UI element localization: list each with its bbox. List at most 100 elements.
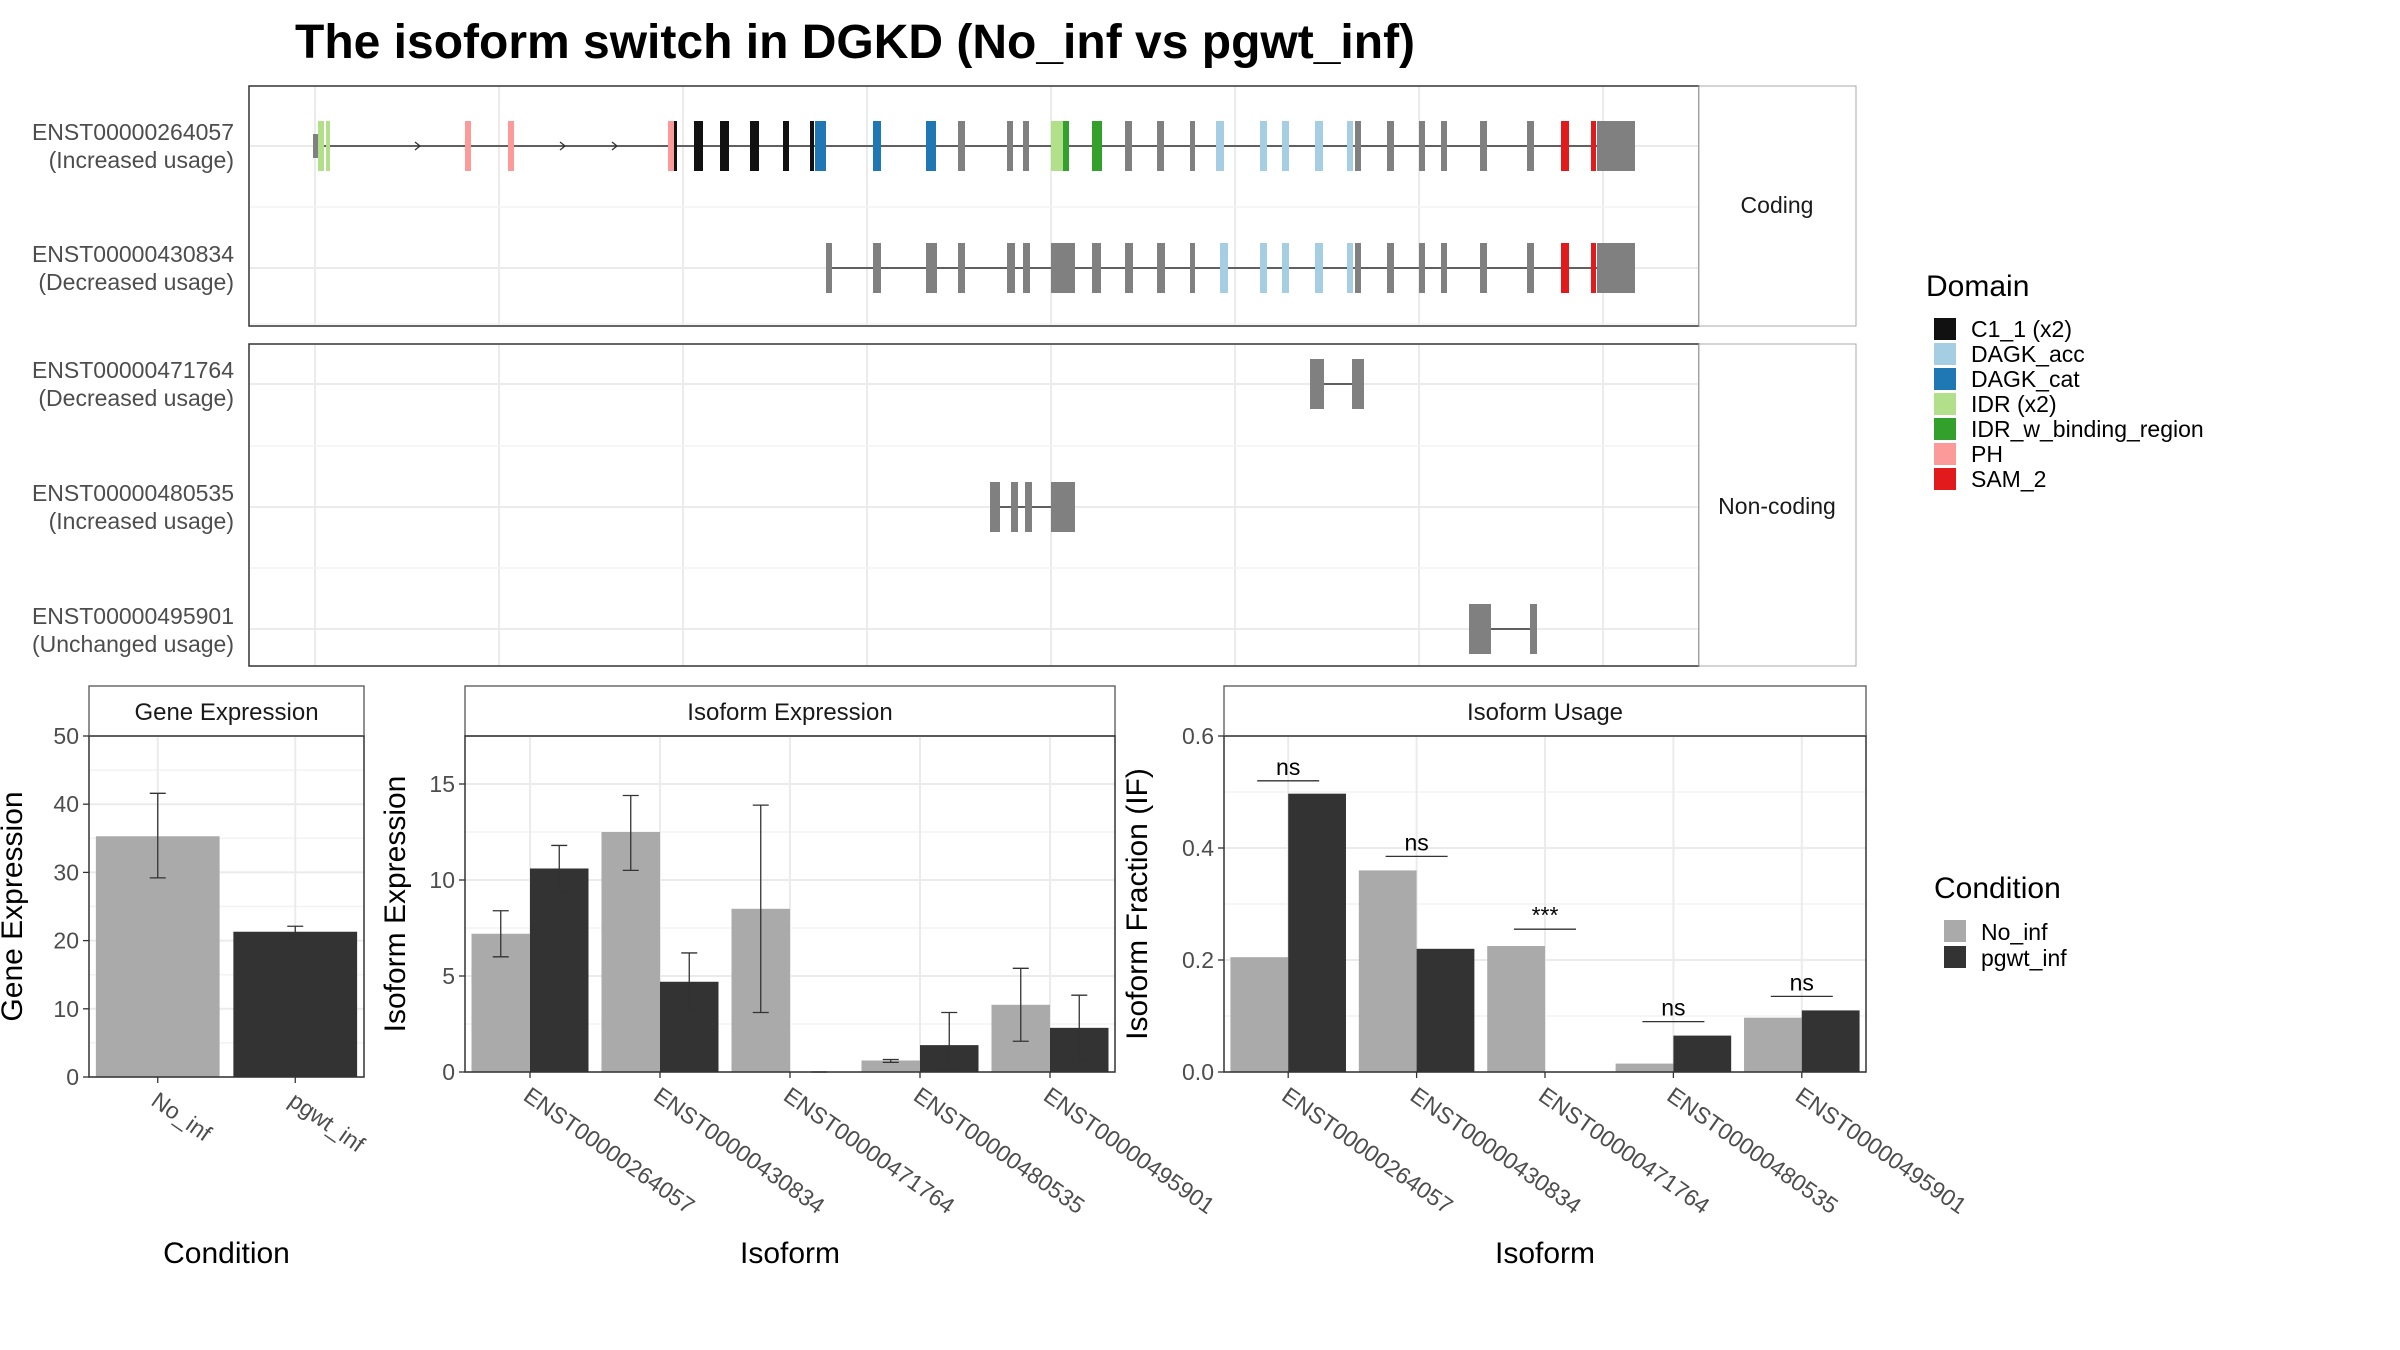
exon-block	[1441, 121, 1447, 171]
exon-block	[1591, 243, 1596, 293]
transcript-id-label: ENST00000471764	[32, 357, 234, 383]
legend-key	[1934, 468, 1956, 490]
exon-block	[783, 121, 789, 171]
bar	[1744, 1017, 1802, 1072]
legend-label: DAGK_cat	[1971, 366, 2080, 392]
exon-block	[1387, 121, 1394, 171]
legend-key	[1934, 443, 1956, 465]
bar	[1358, 870, 1417, 1072]
exon-block	[1007, 121, 1013, 171]
isoform-structure-panel: Coding Non-coding ENST00000264057 (Incre…	[32, 85, 1857, 667]
exon-block	[508, 121, 514, 171]
exon-block	[668, 121, 675, 171]
noncoding-facet-strip	[1698, 343, 1857, 667]
exon-block	[873, 243, 881, 293]
exon-block	[1527, 121, 1534, 171]
exon-block	[674, 121, 677, 171]
exon-block	[1480, 121, 1487, 171]
exon-block	[1282, 243, 1289, 293]
exon-block	[1419, 243, 1425, 293]
exon-block	[1347, 243, 1353, 293]
exon-block	[815, 121, 826, 171]
x-tick-label: pgwt_inf	[284, 1087, 370, 1158]
transcript	[990, 482, 1075, 532]
chart-title: Gene Expression	[134, 699, 318, 726]
legend-key	[1934, 318, 1956, 340]
plot-border	[88, 735, 365, 1078]
exon-block	[1600, 121, 1635, 171]
y-tick-label: 50	[53, 723, 79, 749]
exon-block	[1352, 359, 1364, 409]
isoform-usage-chart: Isoform Usagensns***nsns0.00.20.40.6ENST…	[1121, 685, 1971, 1270]
legend-label: SAM_2	[1971, 466, 2046, 492]
transcript-id-label: ENST00000480535	[32, 480, 234, 506]
transcript	[1469, 604, 1537, 654]
transcript-usage-label: (Decreased usage)	[38, 385, 234, 411]
legend-label: No_inf	[1981, 919, 2048, 945]
exon-block	[1125, 121, 1132, 171]
exon-block	[1190, 121, 1195, 171]
exon-block	[326, 121, 330, 171]
y-tick-label: 15	[429, 771, 455, 797]
exon-block	[958, 121, 965, 171]
strand-arrow	[611, 141, 619, 151]
exon-block	[1480, 243, 1487, 293]
exon-block	[1561, 243, 1569, 293]
exon-block	[1441, 243, 1447, 293]
exon-block	[1600, 243, 1635, 293]
exon-block	[1469, 604, 1491, 654]
significance-label: ***	[1532, 902, 1559, 928]
bar	[1801, 1010, 1860, 1072]
strand-arrow	[559, 141, 567, 151]
legend-key	[1944, 920, 1966, 942]
exon-block	[1315, 121, 1323, 171]
exon-block	[826, 243, 832, 293]
legend-label: PH	[1971, 441, 2003, 467]
strand-arrow	[414, 141, 422, 151]
exon-block	[1347, 121, 1353, 171]
y-tick-label: 0.0	[1182, 1059, 1214, 1085]
exon-block	[750, 121, 759, 171]
exon-block	[810, 121, 814, 171]
exon-block	[1220, 243, 1228, 293]
transcript	[826, 243, 1635, 293]
exon-block	[1419, 121, 1425, 171]
exon-block	[1157, 121, 1164, 171]
y-tick-label: 10	[53, 996, 79, 1022]
exon-block	[1355, 121, 1361, 171]
legend-key	[1944, 946, 1966, 968]
chart-title: Isoform Expression	[687, 699, 892, 726]
coding-facet-strip	[1698, 85, 1857, 327]
bar	[601, 832, 660, 1072]
y-tick-label: 10	[429, 867, 455, 893]
y-tick-label: 0	[66, 1064, 79, 1090]
x-tick-label: No_inf	[147, 1087, 217, 1147]
transcript-id-label: ENST00000495901	[32, 603, 234, 629]
chart-title: Isoform Usage	[1467, 699, 1623, 726]
exon-block	[926, 121, 936, 171]
structure-gridlines	[250, 87, 1698, 665]
exon-block	[1591, 121, 1596, 171]
figure-title: The isoform switch in DGKD (No_inf vs pg…	[295, 16, 1415, 69]
bar	[530, 868, 589, 1072]
y-tick-label: 0.6	[1182, 723, 1214, 749]
significance-label: ns	[1404, 829, 1428, 855]
exon-block	[318, 121, 324, 171]
legend-key	[1934, 393, 1956, 415]
exon-block	[1007, 243, 1015, 293]
bar	[1230, 957, 1289, 1072]
x-axis-title: Isoform	[740, 1237, 840, 1270]
exon-block	[1023, 121, 1029, 171]
transcript	[1310, 359, 1364, 409]
legend-label: pgwt_inf	[1981, 945, 2067, 971]
y-tick-label: 5	[442, 963, 455, 989]
significance-label: ns	[1661, 995, 1685, 1021]
y-tick-label: 30	[53, 859, 79, 885]
legend-label: C1_1 (x2)	[1971, 316, 2072, 342]
x-axis-title: Condition	[163, 1237, 290, 1270]
exon-block	[1092, 243, 1101, 293]
